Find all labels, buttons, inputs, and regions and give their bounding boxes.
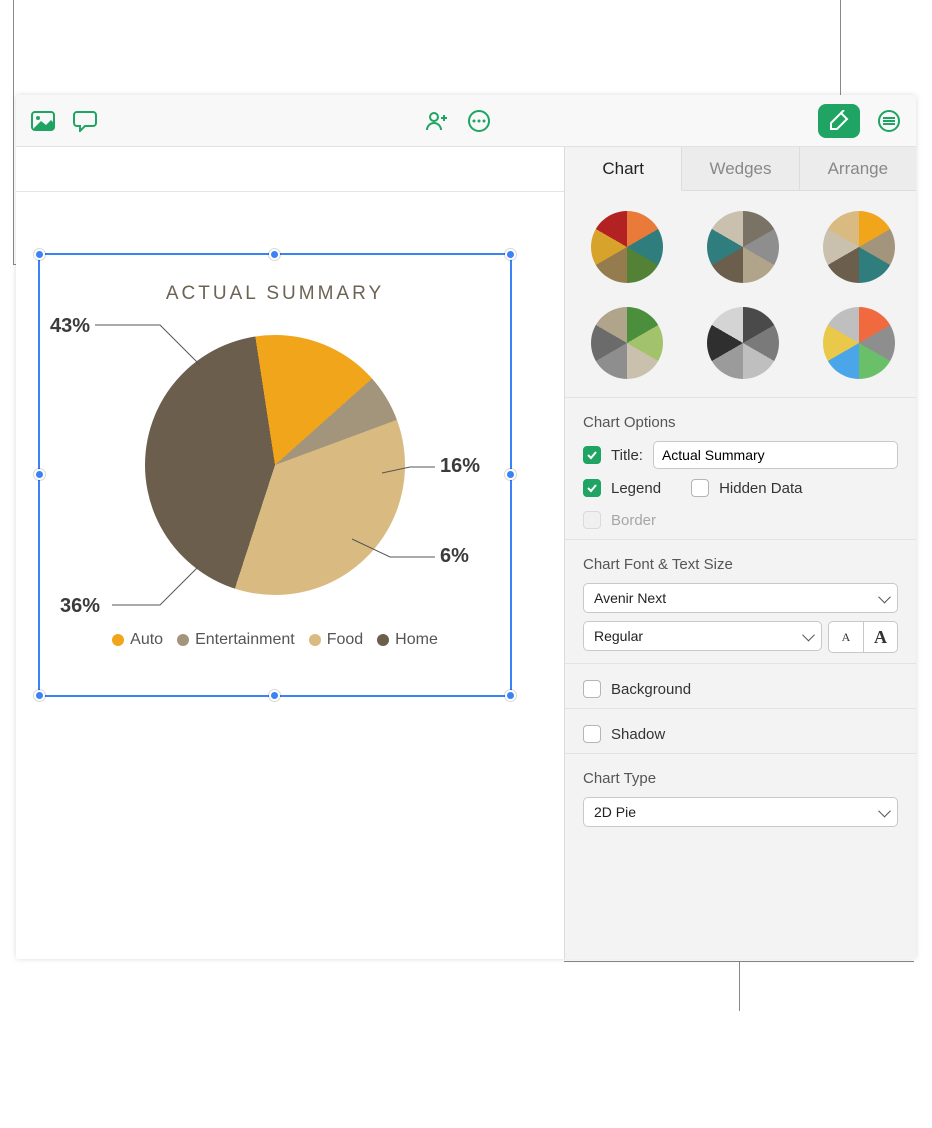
checkbox-legend[interactable]	[583, 479, 601, 497]
panel-chart-type: Chart Type 2D Pie	[565, 754, 916, 837]
chart-style-preset[interactable]	[823, 211, 895, 283]
resize-handle-bl[interactable]	[34, 690, 45, 701]
panel-font: Chart Font & Text Size Avenir Next Regul…	[565, 540, 916, 664]
label-shadow: Shadow	[611, 726, 665, 743]
toolbar	[16, 95, 916, 147]
legend-label: Food	[327, 631, 363, 649]
pie-percent-label: 43%	[50, 315, 90, 338]
pie-chart: 43% 16% 6% 36%	[40, 305, 510, 625]
select-font-weight[interactable]: Regular	[583, 621, 822, 651]
resize-handle-bc[interactable]	[269, 690, 280, 701]
tab-chart[interactable]: Chart	[565, 147, 682, 191]
canvas[interactable]: ACTUAL SUMMARY 43% 16% 6% 36% Auto Entertain…	[16, 147, 564, 959]
heading-chart-type: Chart Type	[583, 770, 898, 787]
panel-background: Background	[565, 664, 916, 709]
callout-line-left	[13, 0, 14, 265]
chart-style-preset[interactable]	[707, 307, 779, 379]
chart-style-preset[interactable]	[591, 211, 663, 283]
resize-handle-br[interactable]	[505, 690, 516, 701]
legend-item: Home	[377, 631, 438, 649]
legend-label: Auto	[130, 631, 163, 649]
font-size-stepper: A A	[828, 621, 898, 653]
label-border: Border	[611, 512, 656, 529]
comment-icon[interactable]	[72, 108, 98, 134]
resize-handle-tr[interactable]	[505, 249, 516, 260]
panel-chart-options: Chart Options Title: Legend Hidden Data	[565, 398, 916, 540]
more-icon[interactable]	[466, 108, 492, 134]
resize-handle-tc[interactable]	[269, 249, 280, 260]
media-icon[interactable]	[30, 108, 56, 134]
resize-handle-tl[interactable]	[34, 249, 45, 260]
chart-title: ACTUAL SUMMARY	[40, 283, 510, 305]
legend-item: Auto	[112, 631, 163, 649]
checkbox-shadow[interactable]	[583, 725, 601, 743]
pie-percent-label: 36%	[60, 595, 100, 618]
input-title[interactable]	[653, 441, 898, 469]
legend-item: Food	[309, 631, 363, 649]
chart-style-preset[interactable]	[591, 307, 663, 379]
font-size-smaller[interactable]: A	[829, 622, 863, 652]
chart-style-preset[interactable]	[823, 307, 895, 379]
legend-label: Entertainment	[195, 631, 295, 649]
legend-swatch	[112, 634, 124, 646]
label-hidden-data: Hidden Data	[719, 480, 802, 497]
app-window: ACTUAL SUMMARY 43% 16% 6% 36% Auto Entertain…	[16, 95, 916, 959]
select-chart-type-value: 2D Pie	[594, 804, 636, 820]
label-background: Background	[611, 681, 691, 698]
legend-swatch	[309, 634, 321, 646]
select-font-family-value: Avenir Next	[594, 590, 666, 606]
select-font-weight-value: Regular	[594, 628, 643, 644]
format-button[interactable]	[818, 104, 860, 138]
panel-shadow: Shadow	[565, 709, 916, 754]
label-legend: Legend	[611, 480, 661, 497]
inspector-panel: Chart Wedges Arrange Chart Options Title…	[564, 147, 916, 959]
label-title: Title:	[611, 447, 643, 464]
inspector-tabs: Chart Wedges Arrange	[565, 147, 916, 191]
legend-label: Home	[395, 631, 438, 649]
callout-line-right	[840, 0, 841, 96]
chart-styles-grid	[565, 191, 916, 398]
chart-style-preset[interactable]	[707, 211, 779, 283]
checkbox-background[interactable]	[583, 680, 601, 698]
chart-object[interactable]: ACTUAL SUMMARY 43% 16% 6% 36% Auto Entertain…	[40, 255, 510, 695]
checkbox-title[interactable]	[583, 446, 601, 464]
checkbox-border[interactable]	[583, 511, 601, 529]
legend-swatch	[377, 634, 389, 646]
legend-item: Entertainment	[177, 631, 295, 649]
pie-percent-label: 16%	[440, 455, 480, 478]
legend: Auto Entertainment Food Home	[40, 631, 510, 649]
pie-percent-label: 6%	[440, 545, 469, 568]
select-chart-type[interactable]: 2D Pie	[583, 797, 898, 827]
tab-arrange[interactable]: Arrange	[800, 147, 916, 190]
legend-swatch	[177, 634, 189, 646]
tab-wedges[interactable]: Wedges	[682, 147, 799, 190]
callout-line-bottom	[564, 961, 914, 962]
heading-font: Chart Font & Text Size	[583, 556, 898, 573]
select-font-family[interactable]: Avenir Next	[583, 583, 898, 613]
heading-chart-options: Chart Options	[583, 414, 898, 431]
organize-icon[interactable]	[876, 108, 902, 134]
checkbox-hidden-data[interactable]	[691, 479, 709, 497]
collaborate-icon[interactable]	[424, 108, 450, 134]
font-size-bigger[interactable]: A	[863, 622, 897, 652]
